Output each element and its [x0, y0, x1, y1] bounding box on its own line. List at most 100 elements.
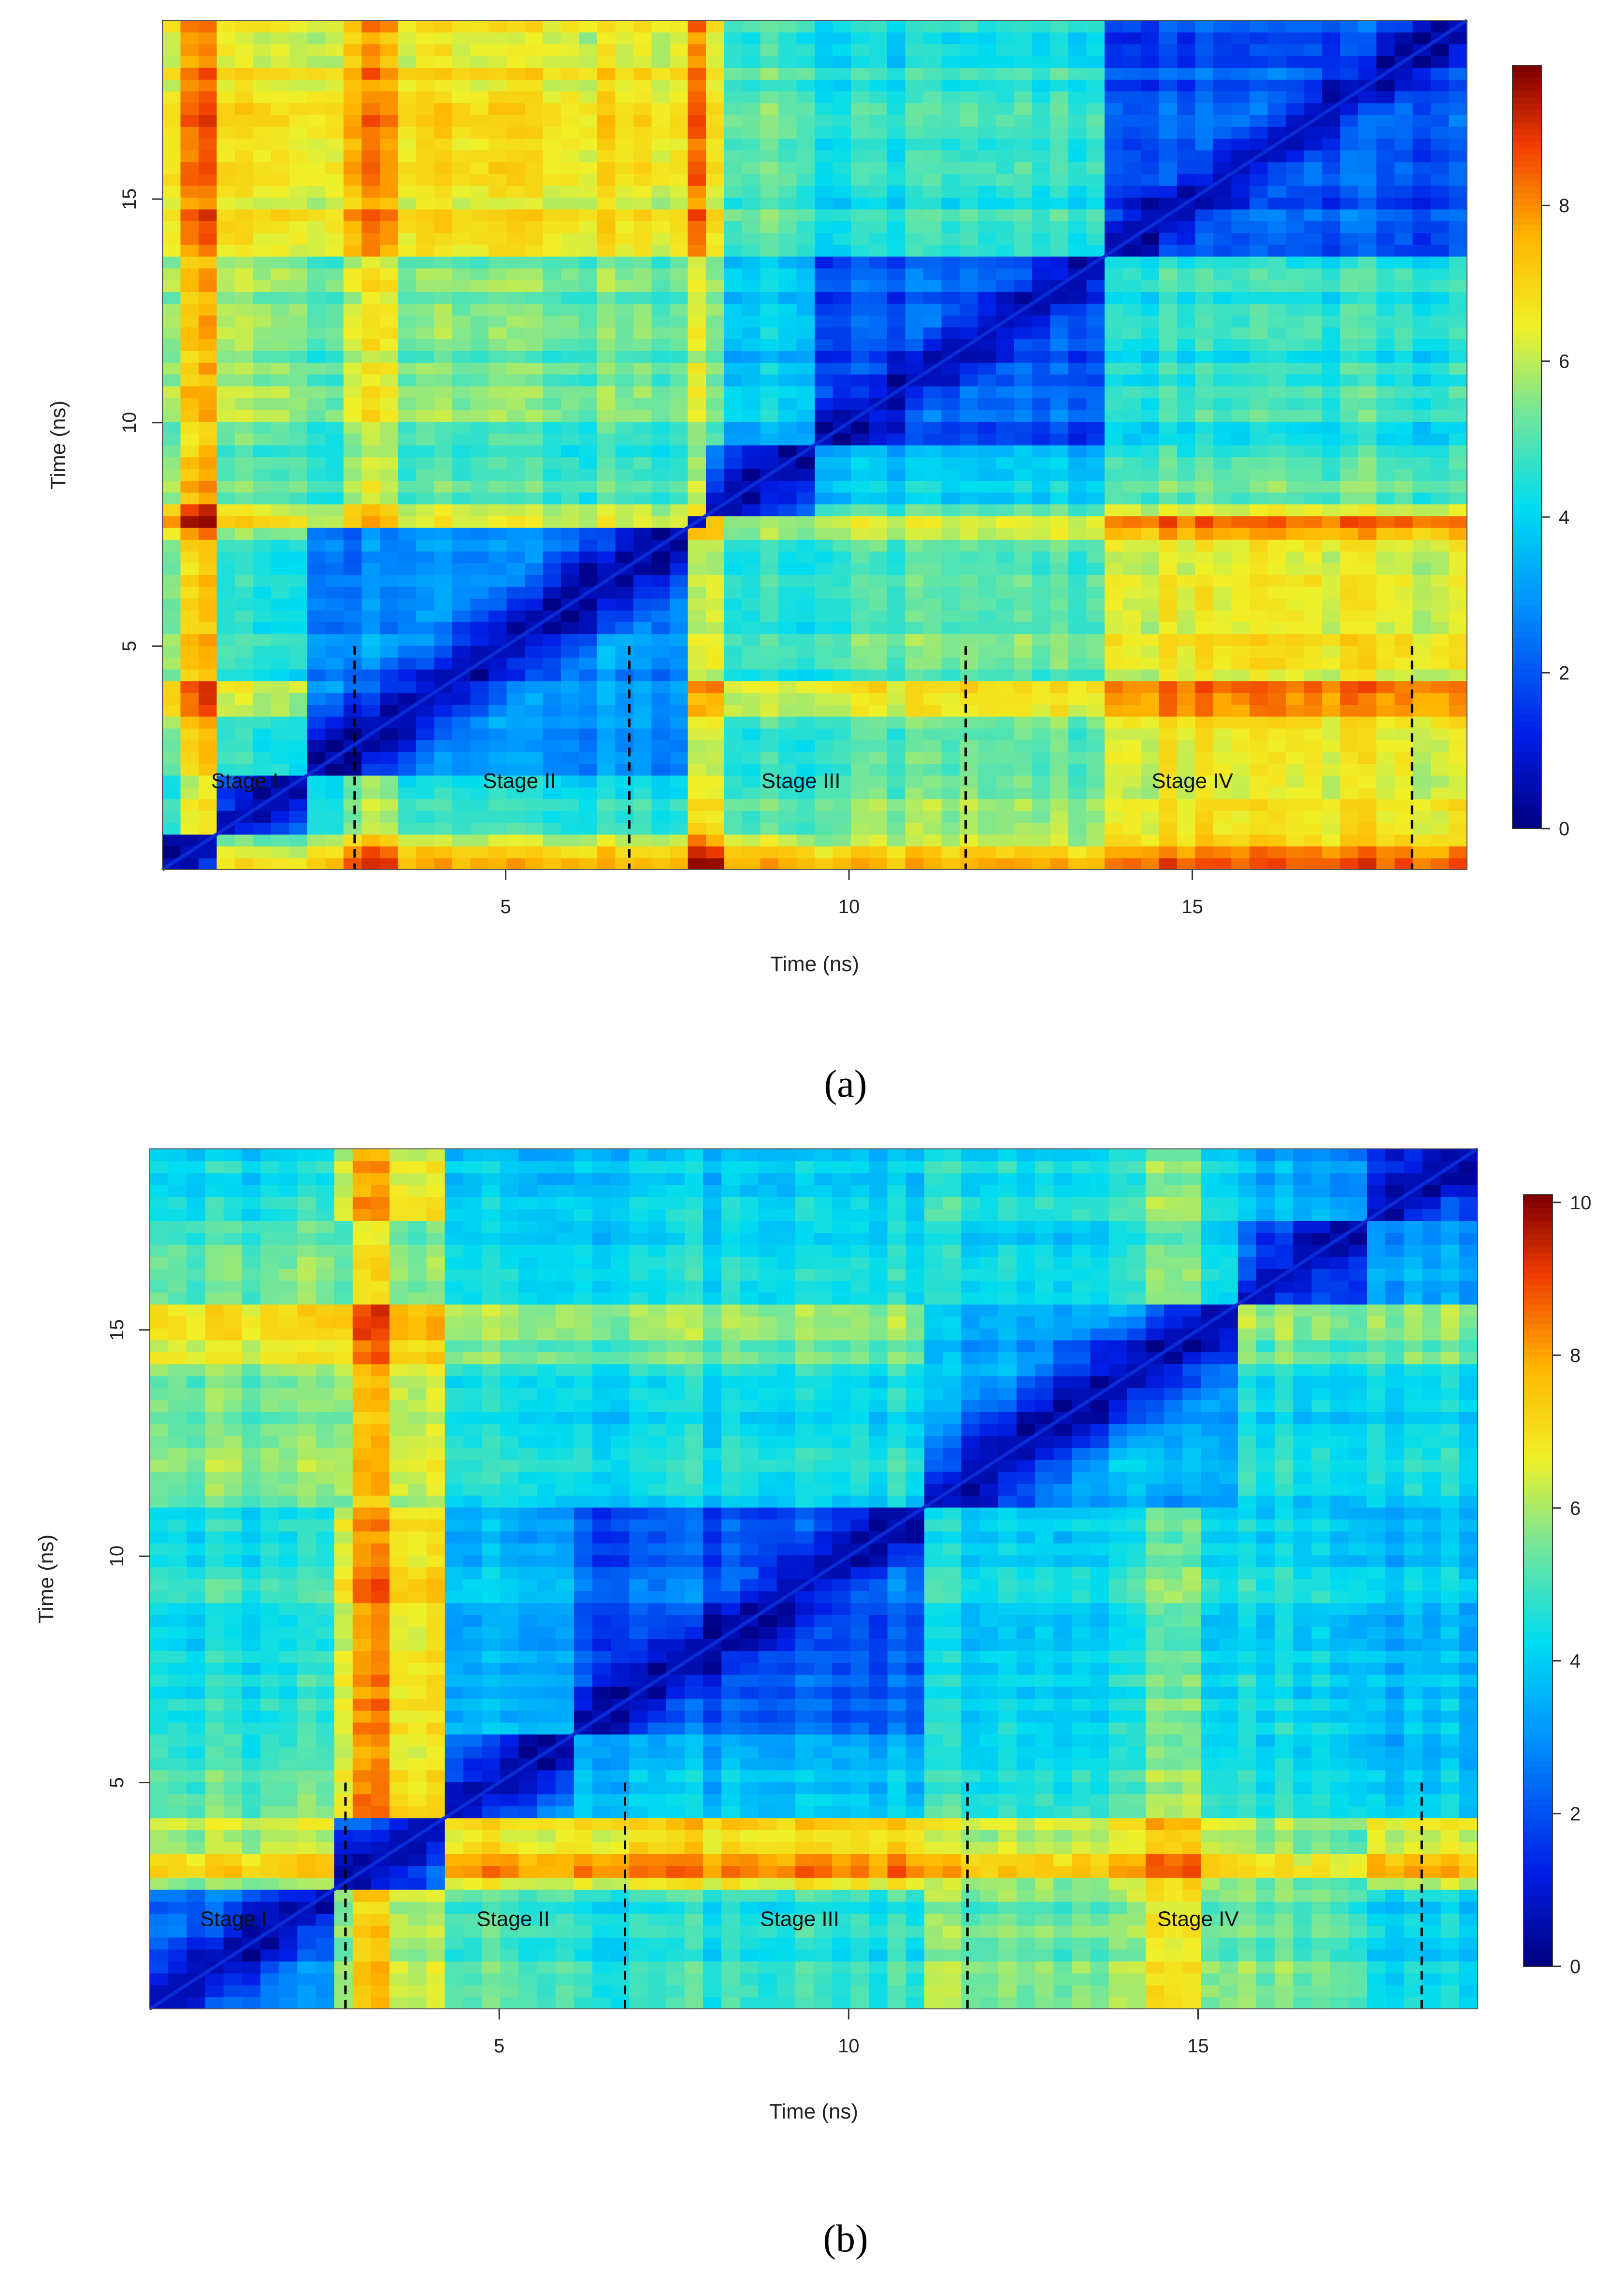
heatmap-cell	[561, 751, 580, 764]
heatmap-cell	[960, 799, 978, 811]
heatmap-cell	[579, 91, 598, 103]
heatmap-cell	[1213, 787, 1232, 800]
heatmap-cell	[869, 280, 888, 292]
heatmap-cell	[633, 350, 652, 363]
heatmap-cell	[416, 138, 435, 151]
heatmap-cell	[398, 669, 417, 682]
heatmap-cell	[960, 504, 978, 516]
heatmap-cell	[1286, 221, 1305, 233]
heatmap-cell	[1195, 150, 1214, 162]
heatmap-cell	[1304, 79, 1322, 92]
heatmap-cell	[325, 504, 344, 516]
heatmap-cell	[760, 20, 779, 33]
heatmap-cell	[1050, 43, 1069, 57]
heatmap-cell	[1177, 209, 1196, 221]
heatmap-cell	[344, 527, 362, 540]
heatmap-cell	[1394, 563, 1413, 575]
heatmap-cell	[216, 232, 235, 245]
heatmap-cell	[597, 362, 616, 375]
heatmap-cell	[1105, 539, 1123, 552]
heatmap-cell	[996, 527, 1015, 540]
heatmap-cell	[506, 551, 525, 563]
heatmap-cell	[525, 197, 544, 210]
heatmap-cell	[778, 409, 797, 422]
heatmap-cell	[162, 32, 181, 44]
heatmap-cell	[416, 657, 435, 670]
heatmap-cell	[923, 91, 942, 103]
heatmap-cell	[1376, 539, 1395, 552]
heatmap-cell	[344, 173, 362, 186]
heatmap-cell	[434, 386, 453, 399]
heatmap-cell	[199, 551, 217, 563]
heatmap-cell	[543, 716, 561, 729]
heatmap-cell	[434, 728, 453, 741]
heatmap-cell	[1068, 598, 1087, 611]
heatmap-cell	[1014, 362, 1033, 375]
heatmap-cell	[1195, 598, 1214, 611]
heatmap-cell	[1376, 244, 1395, 257]
heatmap-cell	[1032, 56, 1051, 68]
heatmap-cell	[923, 775, 942, 788]
heatmap-cell	[1141, 339, 1160, 351]
heatmap-cell	[561, 610, 580, 623]
heatmap-cell	[271, 598, 290, 611]
heatmap-cell	[724, 102, 743, 115]
heatmap-cell	[724, 834, 743, 846]
heatmap-cell	[235, 563, 254, 575]
heatmap-cell	[869, 433, 888, 445]
heatmap-cell	[325, 704, 344, 717]
heatmap-cell	[1050, 445, 1069, 458]
heatmap-cell	[253, 492, 272, 504]
heatmap-cell	[1304, 799, 1322, 811]
heatmap-cell	[1394, 102, 1413, 115]
heatmap-cell	[325, 67, 344, 80]
heatmap-cell	[1231, 633, 1250, 646]
heatmap-cell	[724, 681, 743, 693]
heatmap-cell	[561, 527, 580, 540]
heatmap-cell	[597, 657, 616, 670]
heatmap-cell	[996, 91, 1015, 103]
heatmap-cell	[941, 645, 960, 658]
heatmap-cell	[923, 457, 942, 469]
heatmap-cell	[706, 173, 725, 186]
heatmap-cell	[1358, 386, 1377, 399]
heatmap-cell	[253, 692, 272, 705]
heatmap-cell	[996, 799, 1015, 811]
heatmap-cell	[416, 56, 435, 68]
heatmap-cell	[670, 692, 689, 705]
heatmap-cell	[1304, 468, 1322, 481]
heatmap-cell	[615, 386, 634, 399]
heatmap-cell	[470, 421, 489, 434]
heatmap-cell	[361, 692, 380, 705]
heatmap-cell	[923, 315, 942, 328]
heatmap-cell	[470, 303, 489, 316]
heatmap-cell	[1159, 268, 1178, 280]
heatmap-cell	[1032, 834, 1051, 846]
heatmap-cell	[1177, 480, 1196, 493]
heatmap-cell	[216, 56, 235, 68]
heatmap-cell	[380, 138, 399, 151]
heatmap-cell	[307, 209, 326, 221]
heatmap-cell	[1086, 858, 1105, 870]
heatmap-cell	[180, 551, 199, 563]
heatmap-cell	[923, 32, 942, 44]
heatmap-cell	[561, 763, 580, 776]
heatmap-cell	[506, 822, 525, 835]
heatmap-cell	[1177, 633, 1196, 646]
heatmap-cell	[434, 492, 453, 504]
heatmap-cell	[1032, 539, 1051, 552]
heatmap-cell	[941, 173, 960, 186]
heatmap-cell	[1213, 291, 1232, 304]
heatmap-cell	[1394, 221, 1413, 233]
heatmap-cell	[1322, 716, 1341, 729]
heatmap-cell	[851, 244, 870, 257]
heatmap-cell	[1159, 67, 1178, 80]
heatmap-cell	[815, 102, 834, 115]
heatmap-cell	[1032, 622, 1051, 634]
heatmap-cell	[361, 409, 380, 422]
heatmap-cell	[380, 516, 399, 528]
heatmap-cell	[361, 197, 380, 210]
heatmap-cell	[543, 173, 561, 186]
heatmap-cell	[1231, 43, 1250, 57]
heatmap-cell	[742, 539, 761, 552]
